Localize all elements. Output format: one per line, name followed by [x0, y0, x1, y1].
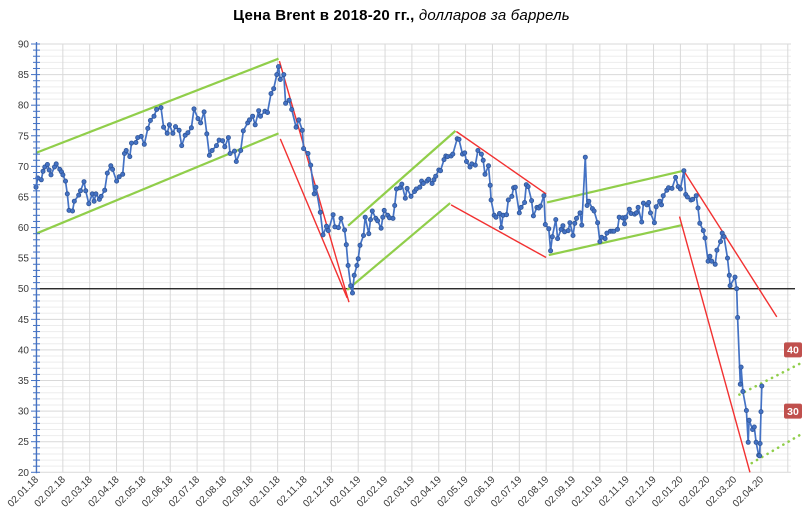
- y-tick-label: 45: [18, 315, 30, 326]
- forecast-2020-lower: [750, 433, 803, 465]
- y-tick-label: 75: [18, 131, 30, 142]
- downtrend-2019q2-lower: [450, 204, 547, 259]
- channel-2019h1-lower: [346, 202, 451, 291]
- y-tick-label: 85: [18, 70, 30, 81]
- price-series-markers: [33, 64, 765, 459]
- y-tick-label: 55: [18, 254, 30, 265]
- target-badge-30: [784, 403, 802, 419]
- channel-2019h1-upper: [347, 130, 457, 227]
- y-tick-label: 70: [18, 162, 30, 173]
- y-tick-label: 40: [18, 345, 30, 356]
- channel-2018-lower: [35, 132, 279, 235]
- target-badge-text: 30: [787, 406, 799, 418]
- downtrend-2018q4-upper: [278, 60, 350, 303]
- chart-title-sub: долларов за баррель: [414, 7, 570, 24]
- y-tick-label: 25: [18, 437, 30, 448]
- channel-2019h2-lower: [548, 224, 683, 257]
- downtrend-2020-inner: [678, 216, 751, 473]
- y-tick-label: 65: [18, 192, 30, 203]
- gridlines: [35, 43, 791, 473]
- target-badge-40: [784, 342, 802, 358]
- channel-2018-upper: [35, 57, 279, 154]
- downtrend-2019q2-upper: [455, 130, 547, 195]
- target-badge-text: 40: [787, 345, 799, 357]
- x-axis-labels: 02.01.1802.02.1802.03.1802.04.1802.05.18…: [6, 474, 767, 510]
- y-tick-label: 35: [18, 376, 30, 387]
- y-tick-label: 20: [18, 468, 30, 479]
- forecast-2020-upper: [738, 362, 801, 396]
- y-axis: 20 25 30 35 40 45 50 55 60 65 70 75 80 85 90: [18, 39, 40, 479]
- y-tick-label: 50: [18, 284, 30, 295]
- y-tick-label: 80: [18, 101, 30, 112]
- channel-2019h2-upper: [546, 169, 685, 204]
- chart-title: Цена Brent в 2018-20 гг., долларов за ба…: [0, 7, 803, 24]
- y-tick-label: 60: [18, 223, 30, 234]
- price-series: [35, 65, 763, 457]
- target-labels: 40 30: [784, 342, 802, 419]
- downtrend-2018q4-lower: [279, 138, 348, 299]
- y-tick-label: 90: [18, 39, 30, 50]
- y-tick-label: 30: [18, 407, 30, 418]
- chart-title-main: Цена Brent в 2018-20 гг.,: [233, 7, 415, 24]
- downtrend-2020-outer: [684, 172, 778, 318]
